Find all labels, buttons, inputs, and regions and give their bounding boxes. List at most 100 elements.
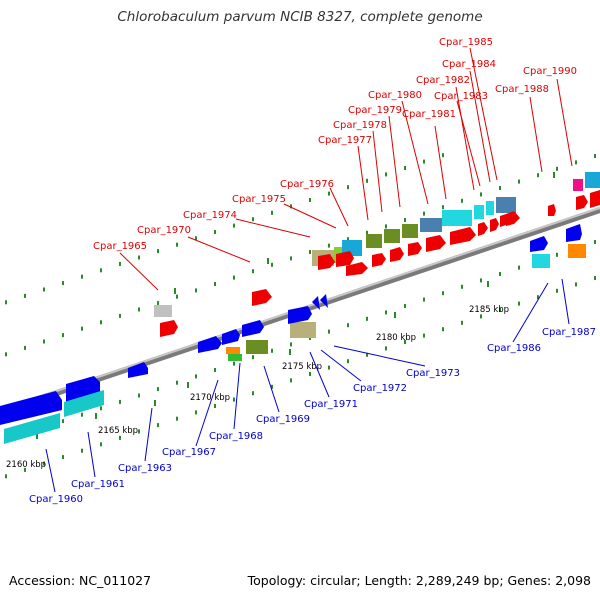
minor-tick <box>176 416 178 421</box>
minor-tick <box>442 291 444 296</box>
minor-tick <box>24 293 26 298</box>
minor-tick <box>423 211 425 216</box>
gene-cpar-1977[interactable] <box>366 234 382 248</box>
label-cpar-1978: Cpar_1978 <box>333 120 387 131</box>
gene-cpar-1970[interactable] <box>160 320 178 337</box>
gene-cpar-1960[interactable] <box>0 391 62 425</box>
gene-cpar-1969[interactable] <box>246 340 268 354</box>
minor-tick <box>81 448 83 453</box>
gene-cpar-1987[interactable] <box>566 224 582 242</box>
minor-tick <box>309 198 311 202</box>
minor-tick <box>81 274 83 279</box>
minor-tick <box>556 252 558 257</box>
minor-tick <box>138 307 140 312</box>
gene-cpar-1984[interactable] <box>496 197 516 213</box>
label-cpar-1988: Cpar_1988 <box>495 84 549 95</box>
minor-tick <box>366 230 368 235</box>
minor-tick <box>366 178 368 183</box>
reverse-genes <box>0 224 586 444</box>
minor-tick <box>518 301 520 306</box>
minor-tick <box>214 404 216 408</box>
gene-cpar-1968[interactable] <box>228 354 242 361</box>
gene-cpar-1973[interactable] <box>312 296 320 310</box>
minor-tick <box>385 172 387 177</box>
gene-cpar-1979[interactable] <box>402 224 418 238</box>
gene-cpar-1990[interactable] <box>573 179 583 191</box>
label-cpar-1980: Cpar_1980 <box>368 90 422 101</box>
minor-tick <box>81 326 83 331</box>
label-cpar-1973: Cpar_1973 <box>406 368 460 379</box>
minor-tick <box>157 387 159 392</box>
gene-cpar-1980[interactable] <box>420 218 442 232</box>
minor-tick <box>290 342 292 347</box>
leaders-below <box>45 278 570 493</box>
label-cpar-1982: Cpar_1982 <box>416 75 470 86</box>
gene-cpar-1961[interactable] <box>4 413 60 444</box>
label-cpar-1981: Cpar_1981 <box>402 109 456 120</box>
minor-tick <box>461 284 463 289</box>
gene-cpar-1986[interactable] <box>530 236 548 252</box>
minor-tick <box>518 179 520 184</box>
map-title: Chlorobaculum parvum NCIB 8327, complete… <box>117 9 483 25</box>
minor-tick <box>271 348 273 353</box>
minor-tick <box>271 262 273 267</box>
label-cpar-1974: Cpar_1974 <box>183 210 237 221</box>
minor-tick <box>138 429 140 434</box>
minor-tick <box>5 352 7 357</box>
label-cpar-1990: Cpar_1990 <box>523 66 577 77</box>
minor-tick <box>119 399 121 404</box>
minor-tick <box>290 256 292 261</box>
gene-cpar-1978[interactable] <box>384 229 400 243</box>
minor-tick <box>594 240 596 244</box>
gene-cpar-1972[interactable] <box>288 306 312 324</box>
gene-cpar-1971[interactable] <box>290 322 316 338</box>
gene-cpar-1963[interactable] <box>128 362 148 378</box>
gene-cpar-1977b[interactable] <box>318 254 335 270</box>
minor-tick <box>233 397 235 402</box>
minor-tick <box>233 223 235 228</box>
gene-cpar-1982[interactable] <box>474 205 484 219</box>
minor-tick <box>62 455 64 460</box>
minor-tick <box>62 333 64 338</box>
gene-cpar-1974[interactable] <box>252 289 272 306</box>
label-cpar-1963: Cpar_1963 <box>118 463 172 474</box>
minor-tick <box>138 255 140 260</box>
minor-tick <box>423 159 425 164</box>
minor-tick <box>556 166 558 171</box>
leaders-above <box>119 47 573 291</box>
minor-tick <box>252 269 254 274</box>
minor-tick <box>290 204 292 209</box>
minor-tick <box>347 323 349 328</box>
minor-tick <box>442 205 444 210</box>
minor-tick <box>271 210 273 215</box>
minor-tick <box>385 224 387 229</box>
minor-tick <box>119 261 121 266</box>
minor-tick <box>480 192 482 197</box>
minor-tick <box>366 316 368 321</box>
minor-tick <box>347 359 349 364</box>
minor-tick <box>385 310 387 315</box>
minor-tick <box>5 300 7 305</box>
minor-tick <box>480 314 482 319</box>
minor-tick <box>404 218 406 222</box>
minor-tick <box>24 467 26 472</box>
minor-tick <box>100 406 102 411</box>
label-cpar-1983: Cpar_1983 <box>434 91 488 102</box>
minor-tick <box>537 295 539 300</box>
minor-tick <box>309 372 311 376</box>
minor-tick <box>404 340 406 344</box>
minor-tick <box>480 278 482 283</box>
minor-tick <box>195 236 197 241</box>
gene-cpar-1988[interactable] <box>548 204 556 216</box>
label-cpar-1972: Cpar_1972 <box>353 383 407 394</box>
gene-cpar-1967[interactable] <box>198 336 222 353</box>
label-cpar-1979: Cpar_1979 <box>348 105 402 116</box>
minor-tick <box>518 265 520 270</box>
gene-cpar-1968a[interactable] <box>226 347 240 354</box>
gene-cpar-1981[interactable] <box>442 210 472 226</box>
label-cpar-1984: Cpar_1984 <box>442 59 496 70</box>
minor-tick <box>195 410 197 415</box>
gene-cpar-1983[interactable] <box>486 201 494 215</box>
gene-cpar-1965[interactable] <box>154 305 172 317</box>
label-cpar-1976: Cpar_1976 <box>280 179 334 190</box>
